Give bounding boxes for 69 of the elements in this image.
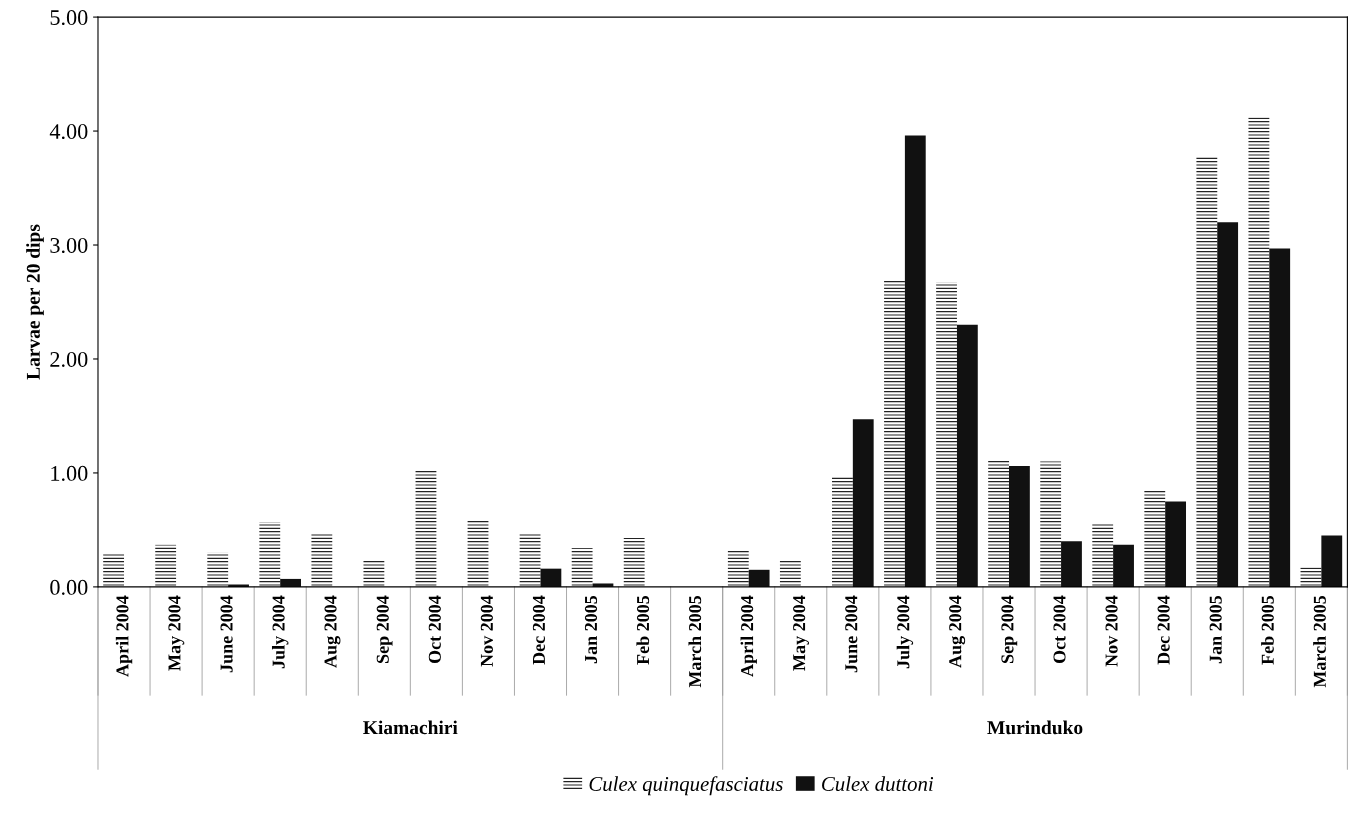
bar bbox=[1040, 461, 1062, 587]
bar bbox=[540, 568, 562, 587]
x-tick-label: Jan 2005 bbox=[1209, 595, 1222, 664]
bar bbox=[1321, 535, 1343, 587]
y-tick-label: 2.00 bbox=[50, 351, 88, 367]
y-tick-label: 1.00 bbox=[51, 465, 88, 481]
x-tick-label: Aug 2004 bbox=[324, 595, 341, 668]
x-tick-label: July 2004 bbox=[896, 595, 914, 669]
x-tick-label: Dec 2004 bbox=[532, 595, 546, 665]
bar bbox=[623, 537, 645, 587]
bar bbox=[988, 459, 1010, 587]
x-tick-label: Feb 2005 bbox=[636, 595, 650, 665]
bar bbox=[103, 553, 125, 587]
bar bbox=[571, 548, 593, 587]
bar bbox=[1144, 490, 1166, 587]
bar bbox=[1217, 222, 1239, 587]
x-tick-label: Aug 2004 bbox=[949, 595, 966, 668]
bar bbox=[727, 550, 749, 587]
bar bbox=[748, 569, 770, 587]
x-tick-label: Nov 2004 bbox=[480, 595, 493, 667]
text: Kiamachiri bbox=[363, 720, 458, 735]
bar bbox=[1092, 523, 1114, 587]
bar bbox=[852, 419, 874, 587]
bar bbox=[779, 560, 801, 587]
y-tick-label: 5.00 bbox=[50, 10, 88, 26]
x-tick-label: Sep 2004 bbox=[1001, 595, 1018, 663]
x-tick-label: Dec 2004 bbox=[1157, 595, 1170, 665]
x-tick-label: Sep 2004 bbox=[376, 595, 393, 663]
bar bbox=[155, 544, 177, 587]
x-tick-label: March 2005 bbox=[688, 595, 702, 688]
bar bbox=[832, 476, 853, 587]
x-tick-label: May 2004 bbox=[793, 595, 809, 671]
x-tick-label: Jan 2005 bbox=[584, 595, 598, 664]
bar bbox=[1061, 541, 1082, 587]
bar bbox=[1269, 248, 1291, 587]
legend-label: Culex duttoni bbox=[822, 776, 934, 792]
bar bbox=[1165, 501, 1187, 587]
bar bbox=[467, 520, 489, 587]
bar bbox=[519, 533, 541, 587]
bar bbox=[1196, 156, 1218, 587]
text: Murinduko bbox=[987, 720, 1083, 735]
bar bbox=[904, 135, 926, 587]
bar bbox=[363, 559, 385, 587]
bar bbox=[207, 552, 229, 587]
bar bbox=[1248, 117, 1270, 587]
bar bbox=[956, 324, 978, 587]
x-tick-label: July 2004 bbox=[271, 595, 289, 669]
x-tick-label: April 2004 bbox=[115, 595, 133, 677]
bar bbox=[415, 470, 437, 587]
bar bbox=[884, 280, 905, 587]
x-tick-label: June 2004 bbox=[220, 595, 233, 673]
x-tick-label: Feb 2005 bbox=[1261, 595, 1274, 665]
x-tick-label: Oct 2004 bbox=[428, 595, 441, 664]
y-tick-label: 0.00 bbox=[50, 579, 88, 595]
bar bbox=[311, 533, 333, 587]
x-tick-label: April 2004 bbox=[740, 595, 757, 677]
bar bbox=[1009, 466, 1030, 587]
x-tick-label: June 2004 bbox=[845, 595, 858, 673]
x-tick-label: Oct 2004 bbox=[1053, 595, 1066, 664]
x-tick-label: May 2004 bbox=[168, 595, 185, 671]
y-axis-title: Larvae per 20 dips bbox=[26, 224, 44, 380]
y-tick-label: 4.00 bbox=[49, 123, 88, 140]
bar bbox=[1113, 544, 1134, 587]
y-tick-label: 3.00 bbox=[50, 237, 88, 254]
bar bbox=[936, 282, 957, 587]
x-tick-label: March 2005 bbox=[1313, 595, 1326, 688]
legend-label: Culex quinquefasciatus bbox=[589, 776, 783, 796]
bar bbox=[259, 521, 281, 587]
x-tick-label: Nov 2004 bbox=[1105, 595, 1118, 667]
